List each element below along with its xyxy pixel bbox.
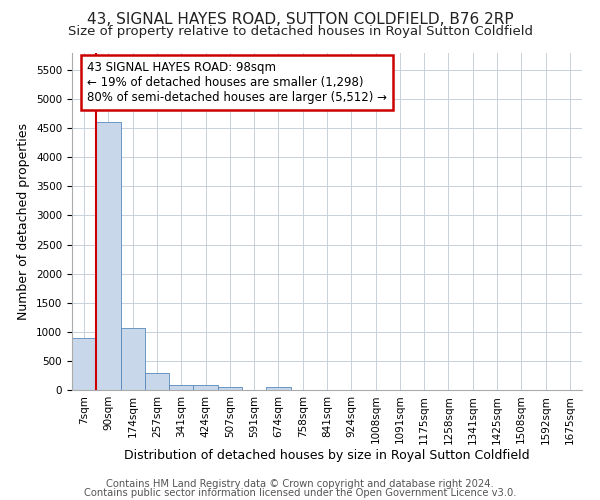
Text: Contains HM Land Registry data © Crown copyright and database right 2024.: Contains HM Land Registry data © Crown c… xyxy=(106,479,494,489)
Bar xyxy=(96,122,121,390)
Bar xyxy=(266,387,290,390)
Y-axis label: Number of detached properties: Number of detached properties xyxy=(17,122,31,320)
Bar xyxy=(218,386,242,390)
Bar xyxy=(169,385,193,390)
Text: Contains public sector information licensed under the Open Government Licence v3: Contains public sector information licen… xyxy=(84,488,516,498)
Bar xyxy=(145,372,169,390)
Text: 43 SIGNAL HAYES ROAD: 98sqm
← 19% of detached houses are smaller (1,298)
80% of : 43 SIGNAL HAYES ROAD: 98sqm ← 19% of det… xyxy=(88,61,388,104)
Bar xyxy=(193,386,218,390)
X-axis label: Distribution of detached houses by size in Royal Sutton Coldfield: Distribution of detached houses by size … xyxy=(124,449,530,462)
Bar xyxy=(121,328,145,390)
Text: 43, SIGNAL HAYES ROAD, SUTTON COLDFIELD, B76 2RP: 43, SIGNAL HAYES ROAD, SUTTON COLDFIELD,… xyxy=(86,12,514,28)
Bar xyxy=(72,338,96,390)
Text: Size of property relative to detached houses in Royal Sutton Coldfield: Size of property relative to detached ho… xyxy=(67,25,533,38)
